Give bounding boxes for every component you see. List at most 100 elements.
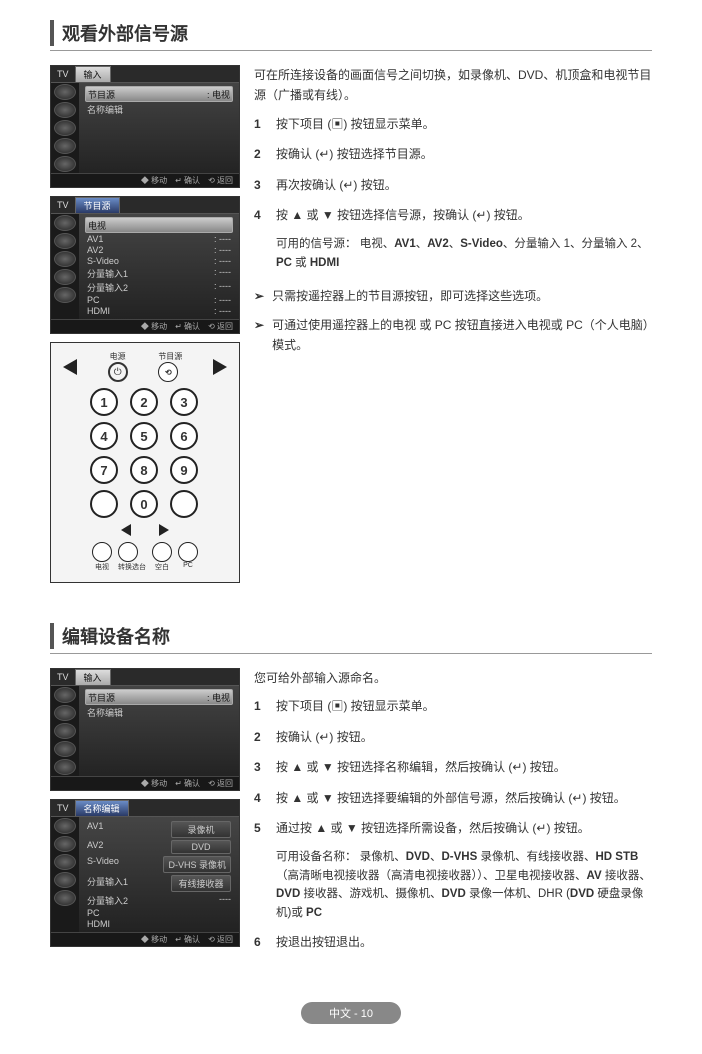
number-button-8[interactable]: 8 <box>130 456 158 484</box>
intro-text: 可在所连接设备的画面信号之间切换，如录像机、DVD、机顶盒和电视节目源（广播或有… <box>254 65 652 106</box>
page-footer: 中文 - 10 <box>50 1002 652 1024</box>
tv-menu-name-edit: TV 名称编辑 AV1录像机AV2DVDS-VideoD-VHS 录像机分量输入… <box>50 799 240 947</box>
step-text: 按确认 (↵) 按钮。 <box>276 727 652 747</box>
left-column: TV 输入 节目源: 电视名称编辑 ◆ 移动↵ 确认⟲ 返回 TV 节目源 电视… <box>50 65 240 583</box>
step-text: 按 ▲ 或 ▼ 按钮选择信号源，按确认 (↵) 按钮。 <box>276 205 652 225</box>
content-row: TV 输入 节目源: 电视名称编辑 ◆ 移动↵ 确认⟲ 返回 TV 名称编辑 A… <box>50 668 652 962</box>
footer-hint: ◆ 移动 <box>141 778 167 789</box>
footer-hint: ⟲ 返回 <box>208 934 233 945</box>
footer-hint: ◆ 移动 <box>141 934 167 945</box>
step-text: 按 ▲ 或 ▼ 按钮选择名称编辑，然后按确认 (↵) 按钮。 <box>276 757 652 777</box>
section-edit-name: 编辑设备名称 TV 输入 节目源: 电视名称编辑 ◆ 移动↵ 确认⟲ 返回 TV… <box>50 623 652 962</box>
section-title: 观看外部信号源 <box>50 20 652 46</box>
footer-hint: ◆ 移动 <box>141 321 167 332</box>
power-label: 电源 <box>108 351 128 362</box>
nav-left-icon[interactable] <box>121 524 131 536</box>
number-button-0[interactable]: 0 <box>130 490 158 518</box>
menu-row: AV1录像机 <box>85 820 233 839</box>
number-button-6[interactable]: 6 <box>170 422 198 450</box>
step-row: 4按 ▲ 或 ▼ 按钮选择要编辑的外部信号源，然后按确认 (↵) 按钮。 <box>254 788 652 808</box>
note-row: ➢只需按遥控器上的节目源按钮，即可选择这些选项。 <box>254 286 652 306</box>
menu-row: 分量输入1: ---- <box>85 266 233 280</box>
number-button-7[interactable]: 7 <box>90 456 118 484</box>
source-button[interactable]: ⟲ <box>158 362 178 382</box>
menu-row: HDMI <box>85 918 233 929</box>
menu-row: 节目源: 电视 <box>85 689 233 705</box>
speaker-icon <box>213 359 227 375</box>
tv-tab-label: TV <box>51 68 75 80</box>
step-row: 1 按下项目 (▣) 按钮显示菜单。 <box>254 696 652 716</box>
intro-text: 您可给外部输入源命名。 <box>254 668 652 688</box>
tv-header-label: 名称编辑 <box>75 800 129 816</box>
footer-hint: ↵ 确认 <box>175 321 200 332</box>
power-button[interactable]: ⏻ <box>108 362 128 382</box>
number-pad: 123 456 7890 <box>90 388 200 518</box>
tv-header-label: 输入 <box>75 669 111 685</box>
number-button-2[interactable]: 2 <box>130 388 158 416</box>
menu-row: 名称编辑 <box>85 705 233 719</box>
footer-hint: ◆ 移动 <box>141 175 167 186</box>
menu-row: AV1: ---- <box>85 233 233 244</box>
right-column: 可在所连接设备的画面信号之间切换，如录像机、DVD、机顶盒和电视节目源（广播或有… <box>254 65 652 363</box>
signal-source-note: 可用的信号源： 电视、AV1、AV2、S-Video、分量输入 1、分量输入 2… <box>276 235 652 272</box>
number-button-1[interactable]: 1 <box>90 388 118 416</box>
menu-row: 名称编辑 <box>85 102 233 116</box>
section-view-source: 观看外部信号源 TV 输入 节目源: 电视名称编辑 ◆ 移动↵ 确认⟲ 返回 T… <box>50 20 652 583</box>
tv-header-label: 节目源 <box>75 197 120 213</box>
right-column: 您可给外部输入源命名。 1按下项目 (▣) 按钮显示菜单。2按确认 (↵) 按钮… <box>254 668 652 962</box>
aux-button[interactable] <box>90 490 118 518</box>
footer-hint: ⟲ 返回 <box>208 778 233 789</box>
mode-button[interactable] <box>118 542 138 562</box>
menu-row: AV2: ---- <box>85 244 233 255</box>
step-row: 2 按确认 (↵) 按钮选择节目源。 <box>254 144 652 164</box>
nav-right-icon[interactable] <box>159 524 169 536</box>
step-text: 再次按确认 (↵) 按钮。 <box>276 175 652 195</box>
tv-menu-input: TV 输入 节目源: 电视名称编辑 ◆ 移动↵ 确认⟲ 返回 <box>50 65 240 188</box>
step-text: 按退出按钮退出。 <box>276 932 652 952</box>
step-row: 1按下项目 (▣) 按钮显示菜单。 <box>254 114 652 134</box>
step-text: 通过按 ▲ 或 ▼ 按钮选择所需设备，然后按确认 (↵) 按钮。 <box>276 818 652 838</box>
tv-menu-source-list: TV 节目源 电视AV1: ----AV2: ----S-Video: ----… <box>50 196 240 334</box>
speaker-icon <box>63 359 77 375</box>
note-row: ➢可通过使用遥控器上的电视 或 PC 按钮直接进入电视或 PC（个人电脑）模式。 <box>254 315 652 356</box>
number-button-9[interactable]: 9 <box>170 456 198 484</box>
menu-row: 电视 <box>85 217 233 233</box>
step-text: 按下项目 (▣) 按钮显示菜单。 <box>276 696 652 716</box>
step-row: 3 按 ▲ 或 ▼ 按钮选择名称编辑，然后按确认 (↵) 按钮。 <box>254 757 652 777</box>
step-number: 4 <box>254 205 266 225</box>
number-button-5[interactable]: 5 <box>130 422 158 450</box>
tv-menu-input-2: TV 输入 节目源: 电视名称编辑 ◆ 移动↵ 确认⟲ 返回 <box>50 668 240 791</box>
menu-row: AV2DVD <box>85 839 233 855</box>
device-name-note: 可用设备名称： 录像机、DVD、D-VHS 录像机、有线接收器、HD STB（高… <box>276 848 652 922</box>
content-row: TV 输入 节目源: 电视名称编辑 ◆ 移动↵ 确认⟲ 返回 TV 节目源 电视… <box>50 65 652 583</box>
menu-row: PC: ---- <box>85 294 233 305</box>
title-bar: 编辑设备名称 <box>50 623 652 654</box>
mode-button[interactable] <box>92 542 112 562</box>
number-button-4[interactable]: 4 <box>90 422 118 450</box>
footer-hint: ↵ 确认 <box>175 175 200 186</box>
number-button-3[interactable]: 3 <box>170 388 198 416</box>
page-number: 中文 - 10 <box>301 1002 401 1024</box>
step-number: 1 <box>254 696 266 716</box>
step-number: 2 <box>254 144 266 164</box>
aux-button[interactable] <box>170 490 198 518</box>
step-text: 按下项目 (▣) 按钮显示菜单。 <box>276 114 652 134</box>
mode-button[interactable] <box>152 542 172 562</box>
mode-label: 电视 <box>92 562 112 572</box>
step-text: 按 ▲ 或 ▼ 按钮选择要编辑的外部信号源，然后按确认 (↵) 按钮。 <box>276 788 652 808</box>
step-row: 4 按 ▲ 或 ▼ 按钮选择信号源，按确认 (↵) 按钮。 <box>254 205 652 225</box>
menu-row: HDMI: ---- <box>85 305 233 316</box>
step-text: 按确认 (↵) 按钮选择节目源。 <box>276 144 652 164</box>
step-number: 5 <box>254 818 266 838</box>
footer-hint: ⟲ 返回 <box>208 321 233 332</box>
source-label: 节目源 <box>158 351 182 362</box>
label: 可用设备名称： <box>276 851 357 863</box>
mode-label: 转换选台 <box>118 562 146 572</box>
menu-row: 分量输入2---- <box>85 893 233 907</box>
footer-hint: ↵ 确认 <box>175 934 200 945</box>
arrow-icon: ➢ <box>254 286 264 306</box>
step-number: 3 <box>254 757 266 777</box>
tv-tab-label: TV <box>51 199 75 211</box>
mode-button[interactable] <box>178 542 198 562</box>
mode-label: PC <box>178 562 198 569</box>
